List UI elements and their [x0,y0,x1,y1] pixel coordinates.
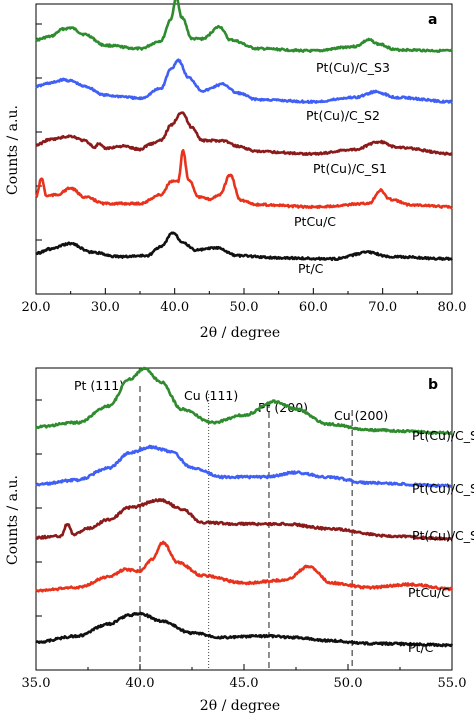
panel-b: Pt (111) Cu (111) Pt (200) Cu (200) 35.0 40.… [5,366,474,714]
panel-a-y-axis-label: Counts / a.u. [5,105,21,195]
x-tick-label: 70.0 [368,300,397,315]
x-tick-label: 30.0 [91,300,120,315]
panel-b-y-axis-label: Counts / a.u. [5,475,21,565]
series-line [35,111,453,156]
panel-b-x-ticks: 35.0 40.0 45.0 50.0 55.0 [22,664,467,691]
series-label: Pt(Cu)/C_S1 [313,161,387,176]
series-line [35,611,454,648]
series-label: Pt(Cu)/C_S2 [412,481,474,496]
x-tick-label: 80.0 [438,300,467,315]
series-label: Pt(Cu)/C_S3 [316,60,390,75]
series-line [34,366,453,436]
series-line [35,540,454,593]
x-tick-label: 60.0 [299,300,328,315]
panel-a-series: Pt(Cu)/C_S3 Pt(Cu)/C_S2 Pt(Cu)/C_S1 PtCu/C P… [34,0,454,276]
series-label: PtCu/C [408,585,450,600]
series-line [35,149,453,210]
series-line [35,231,453,262]
panel-a-x-axis-label: 2θ / degree [200,325,280,341]
x-tick-label: 45.0 [230,676,259,691]
x-tick-label: 50.0 [230,300,259,315]
panel-a: 20.0 30.0 40.0 50.0 60.0 70.0 80.0 Pt(Cu)/C_S3… [5,0,466,341]
series-label: Pt(Cu)/C_S3 [412,428,474,443]
x-tick-label: 20.0 [22,300,51,315]
reference-line-label: Pt (111) [74,378,124,393]
panel-a-x-ticks: 20.0 30.0 40.0 50.0 60.0 70.0 80.0 [22,288,467,315]
series-line [35,498,453,542]
x-tick-label: 40.0 [160,300,189,315]
panel-b-frame [35,367,453,671]
x-tick-label: 50.0 [334,676,363,691]
series-line [34,58,454,104]
series-label: Pt(Cu)/C_S1 [412,528,474,543]
series-line [35,444,453,489]
series-label: Pt(Cu)/C_S2 [306,108,380,123]
x-tick-label: 55.0 [438,676,467,691]
series-line [35,0,454,53]
reference-line-label: Cu (111) [184,388,238,403]
panel-a-y-ticks [36,23,42,241]
x-tick-label: 40.0 [126,676,155,691]
series-label: Pt/C [408,640,434,655]
panel-b-label: b [428,377,438,393]
x-tick-label: 35.0 [22,676,51,691]
series-label: PtCu/C [294,214,336,229]
panel-b-y-ticks [36,399,42,617]
panel-b-series: Pt(Cu)/C_S3 Pt(Cu)/C_S2 Pt(Cu)/C_S1 PtCu/C P… [34,366,474,655]
panel-b-x-axis-label: 2θ / degree [200,698,280,714]
panel-a-label: a [428,12,437,28]
series-label: Pt/C [298,261,324,276]
reference-line-label: Pt (200) [258,400,308,415]
reference-line-label: Cu (200) [334,408,388,423]
